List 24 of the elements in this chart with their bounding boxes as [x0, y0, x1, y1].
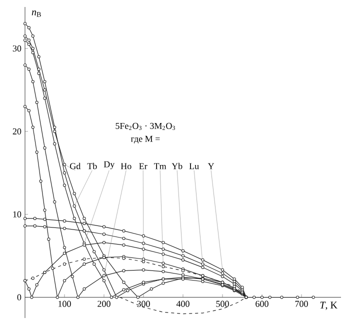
annotation: Tb — [87, 162, 97, 170]
x-axis-title: T, K — [320, 302, 338, 310]
annotation: Yb — [172, 162, 182, 170]
y-tick-label: 10 — [13, 211, 22, 218]
y-axis-title: n$_{B}$ — [32, 10, 41, 17]
annotation: где M = — [130, 136, 160, 144]
annotation: Gd — [70, 162, 81, 170]
x-tick-label: 500 — [216, 300, 229, 307]
y-tick-label: 20 — [12, 128, 22, 134]
annotation: Tm — [154, 163, 166, 170]
x-tick-label: 600 — [256, 300, 268, 307]
annotation: Er — [139, 163, 148, 170]
x-tick-label: 400 — [176, 300, 190, 307]
annotation: Dy — [104, 161, 115, 170]
x-tick-label: 200 — [98, 300, 110, 307]
annotation: Y — [208, 163, 214, 170]
annotation: 5Fe$_{2}$O$_{3}$ · 3M$_{2}$O$_{3}$ — [116, 122, 175, 130]
x-tick-label: 300 — [137, 300, 150, 307]
y-tick-label: 0 — [17, 294, 22, 300]
y-tick-label: 30 — [12, 45, 22, 52]
x-tick-label: 100 — [58, 300, 71, 307]
annotation: Lu — [189, 163, 199, 170]
x-tick-label: 700 — [295, 300, 308, 307]
annotation: Ho — [120, 163, 132, 170]
